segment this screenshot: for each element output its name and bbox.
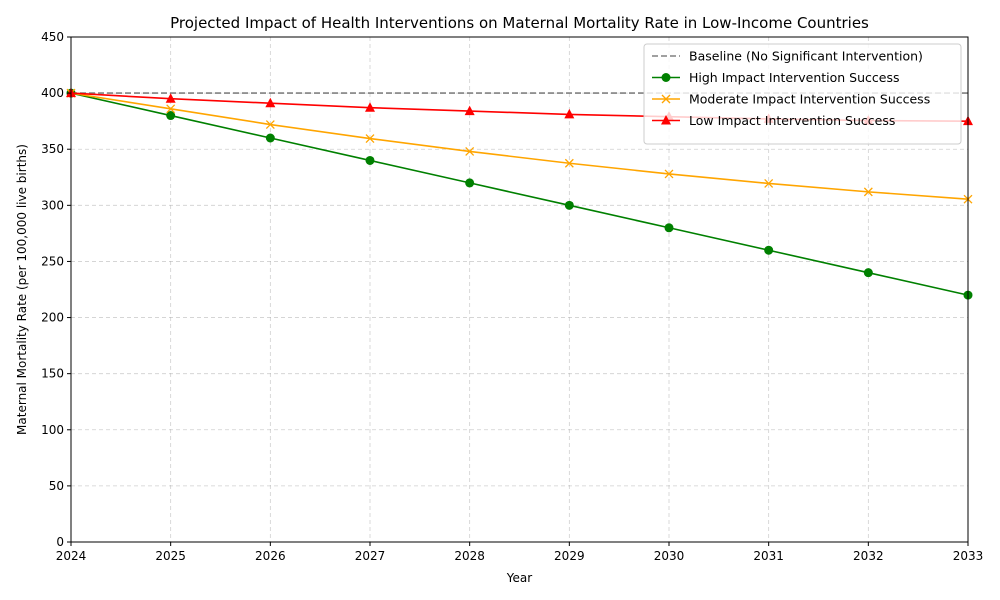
y-tick-label: 150 bbox=[41, 367, 64, 381]
x-tick-label: 2025 bbox=[155, 549, 186, 563]
chart-title: Projected Impact of Health Interventions… bbox=[170, 14, 869, 32]
legend: Baseline (No Significant Intervention) Hi… bbox=[643, 43, 962, 145]
legend-swatch-marker bbox=[661, 73, 671, 82]
data-point-low-impact-intervention-success bbox=[464, 105, 475, 116]
x-tick-label: 2030 bbox=[654, 549, 685, 563]
data-point-high-impact-intervention-success bbox=[465, 178, 475, 188]
y-tick-label: 0 bbox=[56, 535, 64, 549]
legend-label: Baseline (No Significant Intervention) bbox=[689, 49, 923, 64]
legend-entry-high-impact-intervention-success: High Impact Intervention Success bbox=[652, 70, 900, 85]
x-tick-label: 2031 bbox=[753, 549, 784, 563]
x-marker-stroke bbox=[564, 158, 574, 168]
x-tick-label: 2033 bbox=[953, 549, 984, 563]
series-line-high-impact-intervention-success bbox=[70, 92, 969, 296]
data-point-moderate-impact-intervention-success bbox=[764, 178, 774, 188]
data-point-high-impact-intervention-success bbox=[166, 111, 176, 121]
x-tick-label: 2032 bbox=[853, 549, 884, 563]
data-point-moderate-impact-intervention-success bbox=[166, 104, 176, 114]
x-marker-stroke bbox=[365, 134, 375, 144]
y-tick-label: 300 bbox=[41, 198, 64, 212]
legend-entry-low-impact-intervention-success: Low Impact Intervention Success bbox=[652, 113, 895, 128]
data-point-moderate-impact-intervention-success bbox=[265, 120, 275, 129]
legend-entry-moderate-impact-intervention-success: Moderate Impact Intervention Success bbox=[652, 92, 930, 107]
x-axis-label: Year bbox=[506, 571, 532, 585]
y-tick-label: 100 bbox=[41, 423, 64, 437]
data-point-low-impact-intervention-success bbox=[265, 97, 276, 108]
data-point-low-impact-intervention-success bbox=[365, 102, 375, 112]
legend-label: Moderate Impact Intervention Success bbox=[689, 92, 930, 107]
legend-label: Low Impact Intervention Success bbox=[689, 113, 895, 128]
x-tick-label: 2029 bbox=[554, 549, 585, 563]
data-point-moderate-impact-intervention-success bbox=[465, 147, 475, 156]
y-tick-label: 250 bbox=[41, 254, 64, 268]
x-tick-label: 2028 bbox=[454, 549, 485, 563]
plot-frame bbox=[70, 36, 969, 543]
y-tick-label: 200 bbox=[41, 311, 64, 325]
data-point-high-impact-intervention-success bbox=[265, 133, 275, 143]
legend-entry-baseline-no-significant-intervention: Baseline (No Significant Intervention) bbox=[652, 49, 923, 64]
data-point-high-impact-intervention-success bbox=[764, 245, 774, 255]
data-point-low-impact-intervention-success bbox=[165, 93, 176, 103]
series-line-moderate-impact-intervention-success bbox=[70, 92, 969, 200]
data-point-moderate-impact-intervention-success bbox=[365, 134, 375, 144]
x-marker-stroke bbox=[166, 104, 176, 114]
x-marker-stroke bbox=[863, 187, 873, 197]
x-marker-stroke bbox=[664, 169, 674, 179]
x-marker-stroke bbox=[465, 147, 475, 156]
y-tick-label: 350 bbox=[41, 142, 64, 156]
data-point-high-impact-intervention-success bbox=[564, 200, 574, 210]
data-point-moderate-impact-intervention-success bbox=[863, 187, 873, 197]
data-point-high-impact-intervention-success bbox=[863, 268, 873, 278]
x-tick-label: 2026 bbox=[255, 549, 286, 563]
y-tick-label: 50 bbox=[49, 479, 64, 493]
data-point-high-impact-intervention-success bbox=[365, 155, 375, 165]
legend-label: High Impact Intervention Success bbox=[689, 70, 900, 85]
data-point-high-impact-intervention-success bbox=[664, 223, 674, 233]
y-tick-label: 450 bbox=[41, 30, 64, 44]
x-tick-label: 2024 bbox=[56, 549, 87, 563]
x-marker-stroke bbox=[265, 120, 275, 129]
y-tick-label: 400 bbox=[41, 86, 64, 100]
legend-swatch-marker bbox=[661, 115, 671, 125]
data-point-moderate-impact-intervention-success bbox=[664, 169, 674, 179]
axis-ticks: 2024 2025 2026 2027 2028 2029 2030 2031 2032 2033… bbox=[41, 30, 983, 563]
series-moderate-impact-intervention-success bbox=[66, 88, 973, 204]
x-marker-stroke bbox=[764, 178, 774, 188]
y-axis-label: Maternal Mortality Rate (per 100,000 liv… bbox=[15, 144, 29, 435]
x-marker-stroke bbox=[661, 94, 671, 104]
data-point-moderate-impact-intervention-success bbox=[564, 158, 574, 168]
legend-box bbox=[643, 43, 962, 145]
legend-swatch-marker bbox=[661, 94, 671, 104]
data-point-low-impact-intervention-success bbox=[564, 108, 575, 119]
x-tick-label: 2027 bbox=[355, 549, 386, 563]
